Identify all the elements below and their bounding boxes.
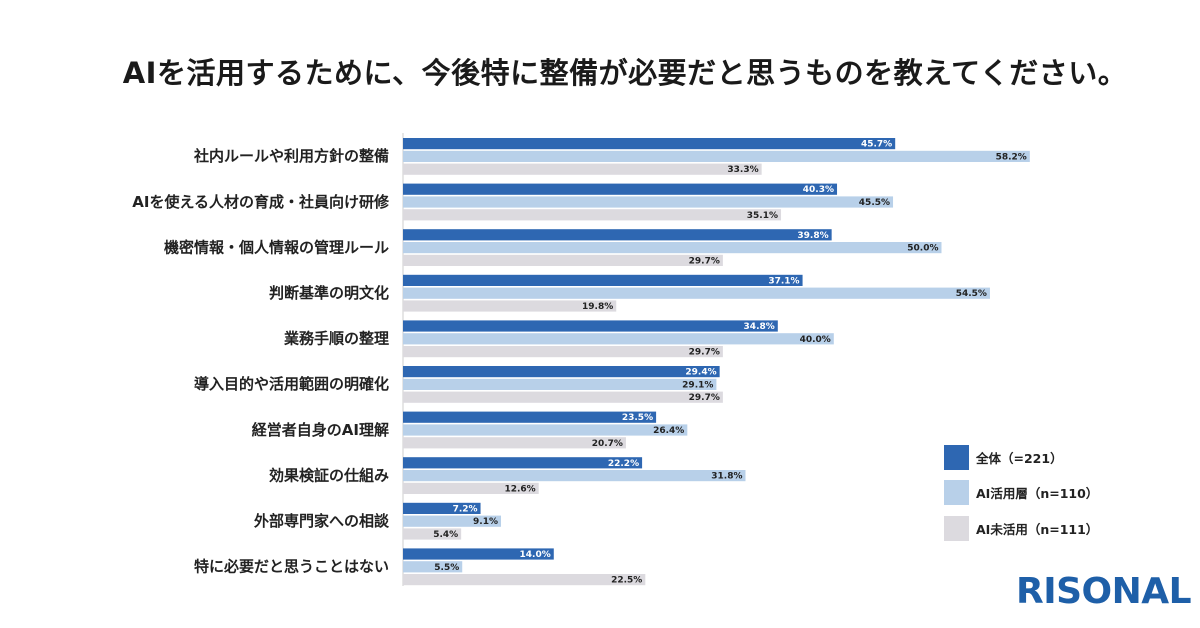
data-label: 12.6% bbox=[504, 484, 535, 494]
bar bbox=[403, 346, 723, 358]
bar bbox=[403, 287, 990, 299]
legend-item-ai-users: AI活用層（n=110） bbox=[944, 480, 1098, 506]
bar bbox=[403, 502, 481, 514]
category-label: 業務手順の整理 bbox=[283, 330, 389, 348]
risonal-logo: RISONAL bbox=[1016, 571, 1192, 612]
data-label: 14.0% bbox=[520, 550, 551, 560]
legend-label-all: 全体（=221） bbox=[976, 450, 1063, 466]
category-label: 社内ルールや利用方針の整備 bbox=[193, 147, 389, 165]
bar bbox=[403, 574, 646, 586]
bar bbox=[403, 515, 502, 527]
legend: 全体（=221） AI活用層（n=110） AI未活用（n=111） bbox=[944, 444, 1098, 551]
bar bbox=[403, 366, 720, 378]
bar bbox=[403, 183, 838, 195]
bar bbox=[403, 138, 896, 150]
bar bbox=[403, 320, 778, 332]
data-label: 45.5% bbox=[859, 198, 890, 208]
bar bbox=[403, 150, 1030, 162]
data-label: 39.8% bbox=[797, 231, 828, 241]
data-label: 50.0% bbox=[907, 244, 938, 254]
category-label: 外部専門家への相談 bbox=[253, 512, 390, 530]
data-label: 26.4% bbox=[653, 426, 684, 436]
bar bbox=[403, 548, 554, 560]
category-label: 機密情報・個人情報の管理ルール bbox=[164, 238, 389, 256]
data-label: 29.7% bbox=[689, 348, 720, 358]
legend-swatch-all bbox=[944, 444, 969, 470]
category-label: 導入目的や活用範囲の明確化 bbox=[194, 375, 389, 393]
data-label: 22.5% bbox=[611, 576, 642, 586]
bar bbox=[403, 411, 657, 423]
legend-swatch-ai-users bbox=[944, 480, 969, 505]
data-label: 40.0% bbox=[800, 335, 831, 345]
category-label: 効果検証の仕組み bbox=[269, 466, 389, 484]
legend-label-ai-non-users: AI未活用（n=111） bbox=[976, 521, 1099, 537]
bar bbox=[403, 209, 782, 221]
bar bbox=[403, 457, 643, 469]
data-label: 5.5% bbox=[434, 563, 459, 573]
data-label: 23.5% bbox=[622, 413, 653, 423]
data-label: 20.7% bbox=[592, 439, 623, 449]
bar bbox=[403, 163, 762, 175]
data-label: 29.1% bbox=[682, 380, 713, 390]
data-label: 9.1% bbox=[473, 517, 498, 527]
bar bbox=[403, 391, 723, 403]
data-label: 54.5% bbox=[956, 289, 987, 299]
data-label: 19.8% bbox=[582, 302, 613, 312]
legend-item-ai-non-users: AI未活用（n=111） bbox=[944, 515, 1098, 541]
data-label: 31.8% bbox=[711, 472, 742, 482]
bar bbox=[403, 528, 462, 540]
bar bbox=[403, 424, 688, 436]
category-labels-group: 社内ルールや利用方針の整備 AIを使える人材の育成・社員向け研修機密情報・個人情報… bbox=[132, 147, 390, 575]
bar bbox=[403, 274, 803, 286]
data-label: 33.3% bbox=[727, 165, 758, 175]
bar bbox=[403, 561, 463, 573]
data-label: 35.1% bbox=[747, 211, 778, 221]
data-label: 45.7% bbox=[861, 140, 892, 150]
bar bbox=[403, 378, 717, 390]
data-label: 29.7% bbox=[689, 256, 720, 266]
data-label: 5.4% bbox=[433, 530, 458, 540]
bar bbox=[403, 254, 723, 266]
category-label: AIを使える人材の育成・社員向け研修 bbox=[132, 193, 390, 211]
bar bbox=[403, 482, 539, 494]
bar bbox=[403, 242, 942, 254]
bar bbox=[403, 333, 834, 345]
chart-title: AIを活用するために、今後特に整備が必要だと思うものを教えてください。 bbox=[122, 56, 1128, 90]
bar bbox=[403, 470, 746, 482]
data-label: 58.2% bbox=[996, 152, 1027, 162]
bars-group bbox=[403, 138, 1030, 586]
data-label: 29.4% bbox=[685, 368, 716, 378]
category-label: 判断基準の明文化 bbox=[269, 284, 389, 302]
legend-label-ai-users: AI活用層（n=110） bbox=[976, 486, 1099, 501]
data-label: 37.1% bbox=[768, 276, 799, 286]
category-label: 経営者自身のAI理解 bbox=[252, 421, 389, 439]
value-labels-group: 45.7% 58.2% 33.3% 40.3% 45.5% 35.1% 39.8% 50.0%… bbox=[433, 140, 1027, 586]
legend-swatch-ai-non-users bbox=[944, 515, 969, 541]
data-label: 22.2% bbox=[608, 459, 639, 469]
legend-item-all: 全体（=221） bbox=[944, 444, 1098, 470]
data-label: 40.3% bbox=[803, 185, 834, 195]
bar bbox=[403, 229, 832, 241]
category-label: 特に必要だと思うことはない bbox=[194, 558, 389, 576]
data-label: 29.7% bbox=[689, 393, 720, 403]
bar bbox=[403, 300, 617, 312]
data-label: 34.8% bbox=[744, 322, 775, 332]
data-label: 7.2% bbox=[453, 504, 478, 514]
bar bbox=[403, 196, 894, 208]
bar bbox=[403, 437, 626, 449]
